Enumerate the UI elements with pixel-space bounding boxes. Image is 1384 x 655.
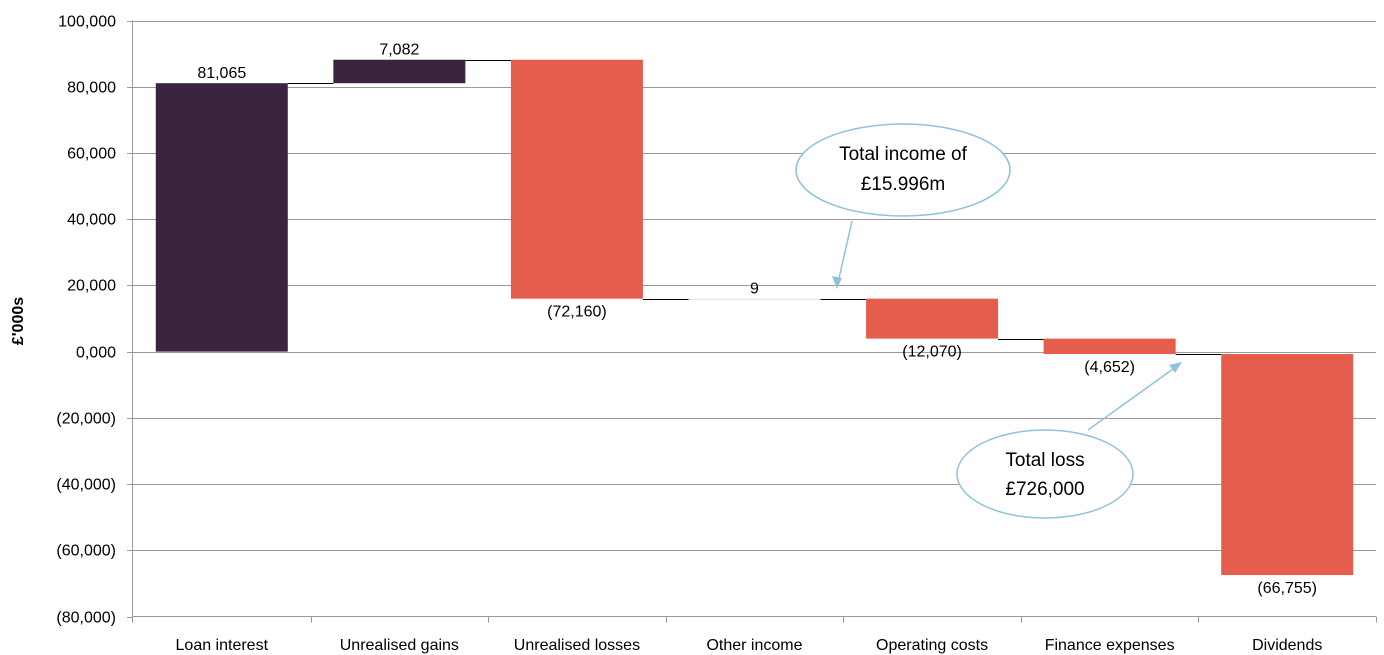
callout-loss-bubble — [956, 429, 1134, 519]
data-label: (72,160) — [547, 304, 607, 321]
y-tick-label: 20,000 — [67, 278, 116, 295]
y-tick-label: (60,000) — [56, 543, 116, 560]
gridlines — [133, 21, 1376, 551]
bar — [1221, 354, 1354, 576]
y-tick-label: 100,000 — [58, 14, 116, 31]
data-label: (4,652) — [1084, 359, 1135, 376]
callout-total-loss: Total loss £726,000 — [956, 362, 1182, 519]
bar — [510, 59, 643, 299]
x-tick-label: Finance expenses — [1045, 637, 1175, 654]
data-label: (66,755) — [1257, 580, 1317, 597]
callout-loss-arrowhead — [1169, 362, 1182, 373]
connectors — [287, 60, 1222, 355]
bar — [333, 59, 466, 84]
data-label: 9 — [750, 281, 759, 298]
data-label: 81,065 — [197, 65, 246, 82]
bar — [866, 298, 999, 339]
y-axis-ticks: (80,000) (60,000) (40,000) (20,000) 0,000 20,… — [56, 14, 133, 627]
bar — [688, 298, 821, 301]
callout-loss-line2: £726,000 — [1005, 479, 1084, 500]
y-tick-label: 80,000 — [67, 80, 116, 97]
y-tick-label: (40,000) — [56, 477, 116, 494]
x-tick-label: Unrealised gains — [340, 637, 459, 654]
data-label: (12,070) — [902, 344, 962, 361]
callout-income-arrowhead — [832, 276, 842, 289]
callout-income-line1: Total income of — [839, 144, 968, 165]
y-tick-label: 60,000 — [67, 146, 116, 163]
data-labels: 81,065 7,082 (72,160) 9 (12,070) (4,652) (66,7… — [197, 42, 1317, 597]
callout-loss-pointer — [1087, 363, 1181, 431]
y-tick-label: (20,000) — [56, 411, 116, 428]
callout-income-pointer — [836, 220, 853, 288]
x-axis: Loan interest Unrealised gains Unrealised … — [132, 20, 1377, 654]
bars — [155, 59, 1354, 576]
y-axis-title: £'000s — [10, 297, 27, 345]
callout-total-income: Total income of £15.996m — [795, 123, 1011, 289]
x-tick-label: Other income — [706, 637, 802, 654]
x-tick-label: Operating costs — [876, 637, 988, 654]
y-tick-label: 0,000 — [76, 345, 116, 362]
x-tick-label: Loan interest — [176, 637, 269, 654]
y-tick-label: (80,000) — [56, 610, 116, 627]
data-label: 7,082 — [379, 42, 419, 59]
x-tick-label: Unrealised losses — [514, 637, 640, 654]
bar — [1043, 338, 1176, 355]
callout-loss-line1: Total loss — [1005, 450, 1084, 471]
x-tick-label: Dividends — [1252, 637, 1322, 654]
y-tick-label: 40,000 — [67, 212, 116, 229]
callout-income-line2: £15.996m — [861, 174, 946, 195]
callout-income-bubble — [795, 123, 1011, 217]
bar — [155, 83, 288, 352]
